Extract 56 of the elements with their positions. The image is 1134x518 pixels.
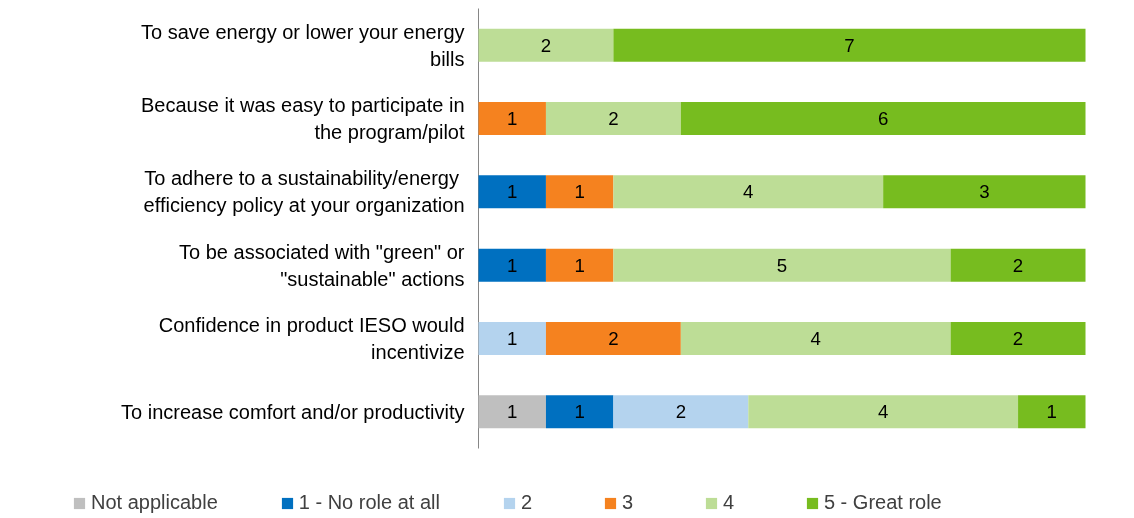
bar [478,102,546,135]
data-label: 4 [877,401,889,423]
legend-label: 5 - Great role [823,491,942,514]
bar [478,248,546,282]
data-label: 3 [979,181,990,203]
data-label: 2 [540,34,552,56]
bar [748,395,1019,429]
bar [545,395,614,429]
legend-label: 1 - No role at all [298,491,440,514]
data-label: 2 [675,401,687,423]
data-label: 1 [507,401,518,423]
y-tick-label: Because it was easy to participate in the program/pilot [140,94,465,143]
y-tick-label: To save energy or lower your energy bills [141,20,465,70]
data-label: 2 [608,328,619,349]
bar [883,175,1086,209]
data-label: 1 [574,254,585,276]
bar [545,322,681,355]
data-label: 7 [844,34,855,56]
data-label: 1 [507,181,518,203]
data-label: 2 [608,108,619,129]
data-label: 1 [1046,401,1057,423]
data-label: 4 [810,328,821,349]
legend-label: 3 [621,491,635,514]
data-label: 2 [1012,254,1024,276]
data-label: 4 [743,181,754,203]
bar [478,395,546,429]
bar [545,175,614,209]
bar [478,175,546,209]
data-label: 5 [776,254,788,276]
data-label: 1 [574,401,585,423]
bar [478,28,614,62]
y-tick-label: To adhere to a sustainability/energy efficiency policy at your organization [143,167,465,217]
y-tick-label: To increase comfort and/or productivity [121,400,465,423]
data-label: 6 [877,108,889,129]
legend-label: Not applicable [91,491,218,514]
bar [613,395,749,429]
bar [950,322,1086,355]
bar [680,102,1086,135]
bar [613,248,951,282]
bar [545,248,614,282]
y-tick-label: Confidence in product IESO would incentivize [158,314,465,363]
bar [478,322,546,355]
data-label: 1 [507,108,518,129]
data-label: 1 [574,181,585,203]
bar [545,102,681,135]
data-label: 2 [1012,328,1024,349]
bar [613,175,884,209]
bar [680,322,951,355]
y-tick-label: To be associated with "green" or "sustainable" actions [179,240,465,290]
data-label: 1 [507,254,518,276]
bar [950,248,1086,282]
legend-label: 2 [520,491,534,514]
legend-label: 4 [722,491,736,514]
bar [613,28,1086,62]
data-label: 1 [507,328,518,349]
bar [1018,395,1086,429]
